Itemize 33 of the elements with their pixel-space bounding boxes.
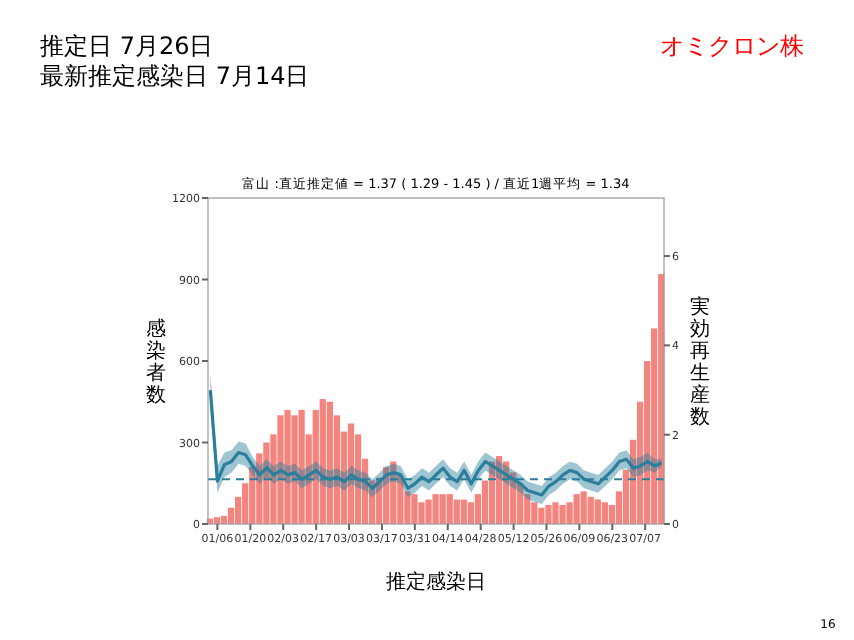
bar xyxy=(439,494,446,524)
bar xyxy=(432,494,439,524)
bar xyxy=(552,502,559,524)
bar xyxy=(580,491,587,524)
bar xyxy=(326,401,333,524)
bar xyxy=(566,502,573,524)
bar xyxy=(319,399,326,524)
bar xyxy=(467,502,474,524)
text: オミクロン株 xyxy=(660,32,804,60)
bar xyxy=(347,423,355,524)
bar xyxy=(425,499,432,524)
bar xyxy=(559,504,566,524)
y-axis-title: 感染者数 xyxy=(146,317,166,407)
line-series xyxy=(208,388,664,497)
bar xyxy=(460,499,467,524)
bar xyxy=(453,499,460,524)
bar xyxy=(277,415,284,524)
bar xyxy=(594,499,601,524)
bar xyxy=(587,496,594,524)
x-axis-title: 推定感染日 xyxy=(386,570,486,594)
bar xyxy=(545,504,552,524)
y2-axis-title: 実効再生産数 xyxy=(690,295,710,429)
text: 最新推定感染日 7月14日 xyxy=(40,62,310,90)
bar xyxy=(418,502,425,524)
bar xyxy=(446,494,453,524)
bar xyxy=(531,502,538,524)
bar xyxy=(411,494,418,524)
bar xyxy=(298,409,305,524)
bar xyxy=(291,415,298,524)
bar xyxy=(601,502,608,524)
bar xyxy=(284,409,291,524)
bar xyxy=(573,494,580,524)
chart-subtitle: 推定日 7月26日 xyxy=(40,32,214,60)
